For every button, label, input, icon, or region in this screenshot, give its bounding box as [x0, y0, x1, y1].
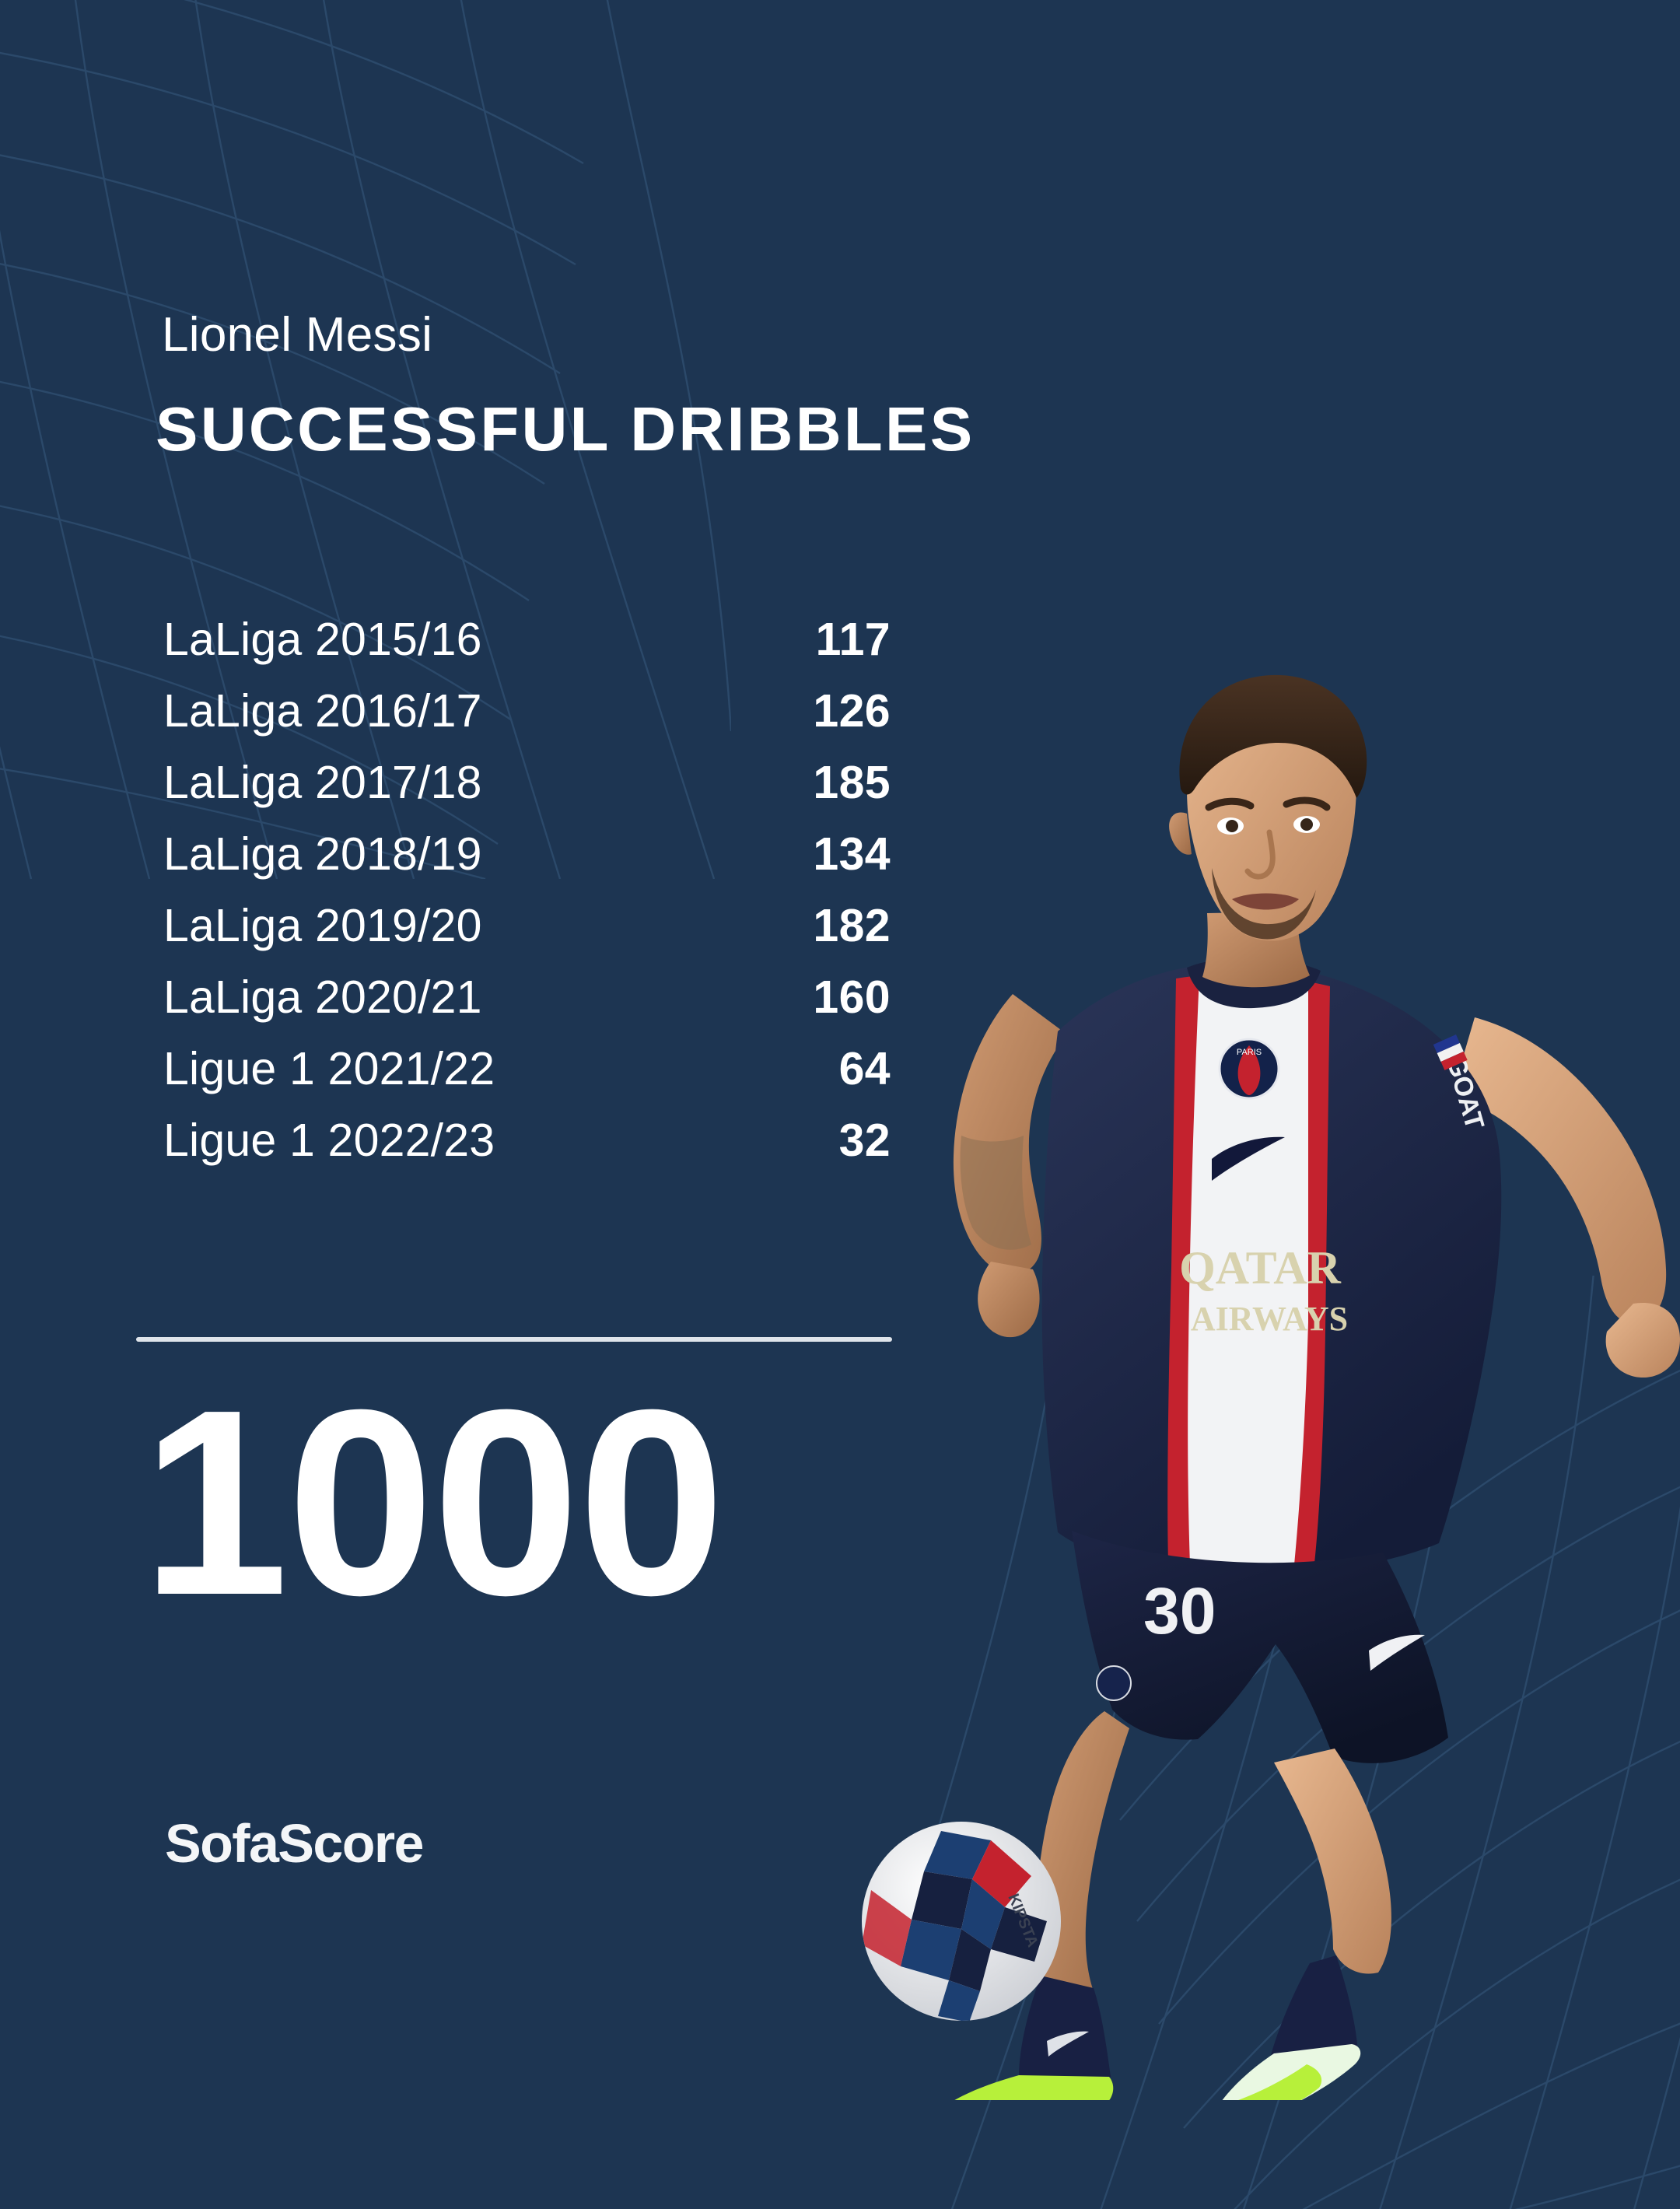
infographic-content: Lionel Messi SUCCESSFUL DRIBBLES LaLiga …	[136, 308, 975, 1874]
svg-text:PARIS: PARIS	[1237, 1048, 1262, 1057]
total-value: 1000	[142, 1355, 725, 1651]
season-label: LaLiga 2015/16	[163, 614, 482, 665]
table-row: Ligue 1 2022/23 32	[163, 1114, 891, 1185]
table-row: LaLiga 2018/19 134	[163, 828, 891, 899]
season-value: 117	[815, 614, 891, 665]
table-row: LaLiga 2019/20 182	[163, 899, 891, 971]
season-value: 134	[813, 828, 891, 880]
table-row: LaLiga 2017/18 185	[163, 756, 891, 828]
sponsor-qatar: QATAR	[1179, 1242, 1341, 1294]
table-row: LaLiga 2015/16 117	[163, 613, 891, 684]
season-label: LaLiga 2016/17	[163, 685, 482, 737]
table-row: LaLiga 2020/21 160	[163, 971, 891, 1042]
season-label: LaLiga 2020/21	[163, 971, 482, 1023]
season-label: Ligue 1 2022/23	[163, 1115, 495, 1166]
season-value: 160	[813, 971, 891, 1023]
season-value: 126	[813, 685, 891, 737]
table-row: LaLiga 2016/17 126	[163, 684, 891, 756]
page-title: SUCCESSFUL DRIBBLES	[156, 394, 975, 464]
season-label: LaLiga 2018/19	[163, 828, 482, 880]
table-row: Ligue 1 2021/22 64	[163, 1042, 891, 1114]
sofascore-logo: SofaScore	[165, 1813, 424, 1874]
shirt-number: 30	[1143, 1574, 1216, 1647]
football: KIPSTA	[862, 1822, 1061, 2021]
season-label: LaLiga 2019/20	[163, 900, 482, 951]
season-value: 182	[813, 900, 891, 951]
season-value: 185	[813, 757, 891, 808]
sponsor-airways: AIRWAYS	[1191, 1300, 1348, 1338]
club-crest: PARIS	[1218, 1038, 1280, 1100]
season-value: 64	[838, 1043, 891, 1094]
player-photo: PARIS QATAR AIRWAYS GOAT 30	[862, 674, 1680, 2100]
player-name: Lionel Messi	[162, 308, 433, 362]
total-divider	[136, 1337, 892, 1342]
season-label: Ligue 1 2021/22	[163, 1043, 495, 1094]
season-value: 32	[838, 1115, 891, 1166]
stats-table: LaLiga 2015/16 117 LaLiga 2016/17 126 La…	[163, 613, 891, 1185]
season-label: LaLiga 2017/18	[163, 757, 482, 808]
